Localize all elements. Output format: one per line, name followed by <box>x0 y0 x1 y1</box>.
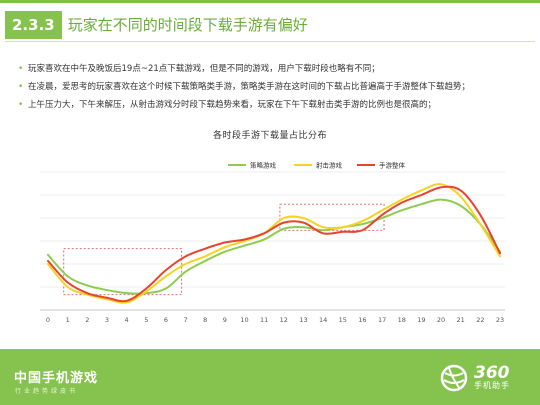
footer-bar <box>0 349 540 405</box>
x-tick-label: 8 <box>203 316 207 324</box>
logo-number: 360 <box>474 363 510 383</box>
legend-label: 手游整体 <box>379 161 406 170</box>
bullet-icon: • <box>18 82 24 92</box>
x-tick-label: 17 <box>378 316 386 324</box>
bullet-icon: • <box>18 64 24 74</box>
x-tick-label: 13 <box>299 316 307 324</box>
x-tick-label: 7 <box>183 316 187 324</box>
legend-label: 射击游戏 <box>316 161 343 170</box>
x-tick-label: 12 <box>280 316 288 324</box>
bullet-item: • 玩家喜欢在中午及晚饭后19点~21点下载游戏，但是不同的游戏，用户下载时段也略… <box>18 64 380 74</box>
series-line-2 <box>47 183 501 304</box>
line-chart: 0 1 2 3 4 5 6 7 8 9 10 11 12 13 14 15 16 17 18 19 20 21 22 23策略… <box>40 161 505 324</box>
series-line-1 <box>47 198 501 295</box>
bullet-item: • 上午压力大，下午来解压，从射击游戏分时段下载趋势来看，玩家在下午下载射击类手游… <box>18 100 437 110</box>
x-tick-label: 19 <box>417 316 425 324</box>
x-tick-label: 14 <box>319 316 327 324</box>
legend-label: 策略游戏 <box>250 161 277 170</box>
x-tick-label: 5 <box>144 316 148 324</box>
section-header: 2.3.3 玩家在不同的时间段下载手游有偏好 <box>5 10 308 40</box>
x-tick-label: 15 <box>339 316 347 324</box>
x-tick-label: 3 <box>105 316 109 324</box>
bullet-list: • 玩家喜欢在中午及晚饭后19点~21点下载游戏，但是不同的游戏，用户下载时段也略… <box>18 64 538 118</box>
x-tick-label: 16 <box>358 316 366 324</box>
ball-logo-icon <box>440 364 468 392</box>
x-tick-label: 6 <box>164 316 168 324</box>
series-line-3 <box>47 185 501 303</box>
x-tick-label: 20 <box>437 316 445 324</box>
top-accent-bar <box>0 0 540 3</box>
footer-subtitle: 行业趋势绿皮书 <box>15 388 79 395</box>
x-tick-label: 0 <box>46 316 50 324</box>
section-number: 2.3.3 <box>5 11 62 39</box>
footer-title: 中国手机游戏 <box>14 371 99 386</box>
logo-name: 手机助手 <box>474 381 510 390</box>
chart-title: 各时段手游下载量占比分布 <box>212 131 327 141</box>
x-tick-label: 2 <box>85 316 89 324</box>
section-title: 玩家在不同的时间段下载手游有偏好 <box>67 16 308 34</box>
x-tick-label: 9 <box>223 316 227 324</box>
x-tick-label: 10 <box>240 316 248 324</box>
x-tick-label: 1 <box>66 316 70 324</box>
header-divider <box>5 41 535 42</box>
brand-logo: 360 手机助手 <box>440 364 510 392</box>
bullet-icon: • <box>18 100 24 110</box>
x-tick-label: 23 <box>496 316 504 324</box>
x-tick-label: 21 <box>457 316 465 324</box>
bullet-item: • 在凌晨，爱思考的玩家喜欢在这个时候下载策略类手游，策略类手游在这时间的下载占比… <box>18 82 471 92</box>
x-tick-label: 22 <box>476 316 484 324</box>
x-tick-label: 18 <box>398 316 406 324</box>
x-tick-label: 4 <box>125 316 129 324</box>
x-tick-label: 11 <box>260 316 268 324</box>
